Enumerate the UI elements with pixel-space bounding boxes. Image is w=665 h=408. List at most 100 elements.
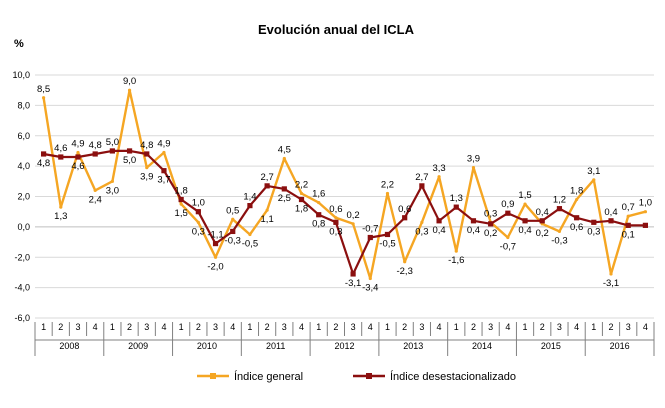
data-label-desestacionalizado: 4,8 [89,140,102,151]
x-tick-quarter: 3 [557,322,562,332]
data-label-desestacionalizado: -0,5 [379,238,395,249]
y-axis: -6,0 -4,0 -2,0 0,0 2,0 4,0 6,0 8,0 10,0 [12,70,30,323]
x-tick-quarter: 2 [402,322,407,332]
data-label-desestacionalizado: 4,6 [71,161,84,172]
data-label-general: 2,2 [295,179,308,190]
data-point-general [385,191,390,196]
data-label-general: 1,1 [261,214,274,225]
x-axis: 1 2 3 4 1 2 3 4 1 2 3 4 1 2 3 4 1 2 3 4 1 2 3 4 1 2 3 4 1 2 3 4 1 2 3 4 2008… [34,322,655,356]
data-point-general [317,200,321,205]
data-point-general [110,179,114,183]
x-tick-quarter: 4 [437,322,442,332]
x-tick-quarter: 2 [127,322,132,332]
data-point-desestacionalizado [144,151,150,157]
data-label-general: 4,9 [157,138,170,149]
data-point-desestacionalizado [333,219,339,225]
series-line-desestacionalizado [43,149,646,276]
data-point-general [609,272,613,276]
legend-label-desestacionalizado: Índice desestacionalizado [390,370,516,383]
x-tick-quarter: 3 [144,322,149,332]
data-point-general [420,220,424,224]
x-tick-quarter: 1 [247,322,252,332]
data-point-desestacionalizado [608,218,614,224]
data-point-desestacionalizado [488,221,494,227]
x-tick-year: 2016 [610,341,630,351]
data-label-desestacionalizado: 0,4 [536,207,549,218]
x-tick-quarter: 4 [643,322,648,332]
series-layer [40,88,649,281]
data-point-general [231,217,235,221]
data-label-general: 0,2 [346,210,359,221]
data-label-general: 4,9 [71,138,84,149]
data-label-desestacionalizado: 0,4 [467,225,480,236]
data-point-general [471,166,476,170]
data-point-general [248,232,252,237]
y-tick-label: 4,0 [17,161,30,171]
x-tick-quarter: 2 [196,322,201,332]
data-label-desestacionalizado: 0,6 [570,222,583,233]
data-point-desestacionalizado [126,148,133,154]
data-label-general: 1,8 [570,186,583,197]
data-point-desestacionalizado [316,212,322,218]
data-point-desestacionalizado [453,204,459,210]
data-label-general: 3,1 [587,166,600,177]
data-label-desestacionalizado: 4,8 [140,140,153,151]
data-point-general [592,178,596,182]
data-point-general [162,150,166,155]
data-labels: 8,5 1,3 4,9 2,4 3,0 9,0 3,9 4,9 1,5 0,3 -2,0 0,5 -0,… [37,76,652,293]
legend: Índice general Índice desestacionalizado [197,370,516,383]
data-point-general [334,216,338,220]
data-label-general: 3,9 [140,172,153,183]
data-point-general [299,191,304,196]
data-point-general [523,202,527,206]
data-label-desestacionalizado: 3,7 [157,175,170,186]
data-point-desestacionalizado [384,231,391,238]
x-tick-quarter: 4 [93,322,98,332]
y-tick-label: 6,0 [17,131,30,141]
data-label-general: 0,3 [192,226,205,237]
data-label-desestacionalizado: 0,9 [501,199,514,210]
data-label-desestacionalizado: 5,0 [106,137,119,148]
x-tick-quarter: 3 [488,322,493,332]
x-tick-quarter: 2 [58,322,63,332]
data-point-general [437,175,441,179]
x-tick-quarter: 3 [419,322,424,332]
series-line-general [42,88,646,280]
x-tick-quarter: 1 [385,322,390,332]
data-label-desestacionalizado: 1,2 [553,195,566,206]
y-tick-label: -6,0 [14,313,30,323]
y-tick-label: 8,0 [17,100,30,110]
data-label-general: -2,3 [396,266,412,277]
data-label-general: -3,1 [603,278,619,289]
data-point-general [196,220,200,224]
x-tick-quarter: 4 [299,322,304,332]
data-label-general: 0,6 [329,204,342,215]
x-tick-quarter: 4 [161,322,166,332]
data-label-desestacionalizado: 1,8 [295,204,308,215]
data-point-general [145,166,149,170]
data-label-general: 1,5 [175,208,188,219]
data-label-general: 3,9 [467,154,480,165]
data-point-desestacionalizado [574,215,580,221]
data-point-desestacionalizado [436,218,442,224]
data-label-desestacionalizado: 4,8 [37,158,50,169]
legend-marker-general [210,373,216,379]
data-point-general [41,96,46,100]
data-point-general [213,255,218,259]
data-label-general: 0,2 [536,228,549,239]
data-point-desestacionalizado [230,228,236,235]
data-label-desestacionalizado: 0,4 [432,225,445,236]
legend-label-general: Índice general [234,370,303,383]
grid [35,74,654,319]
data-label-desestacionalizado: -0,7 [362,224,378,235]
x-tick-quarter: 1 [523,322,528,332]
data-point-desestacionalizado [75,154,81,160]
data-point-desestacionalizado [367,234,373,241]
x-tick-quarter: 1 [110,322,115,332]
data-point-desestacionalizado [591,219,597,225]
data-point-general [454,249,458,253]
y-tick-label: -4,0 [14,283,30,293]
data-point-desestacionalizado [522,218,528,224]
x-tick-quarter: 2 [609,322,614,332]
